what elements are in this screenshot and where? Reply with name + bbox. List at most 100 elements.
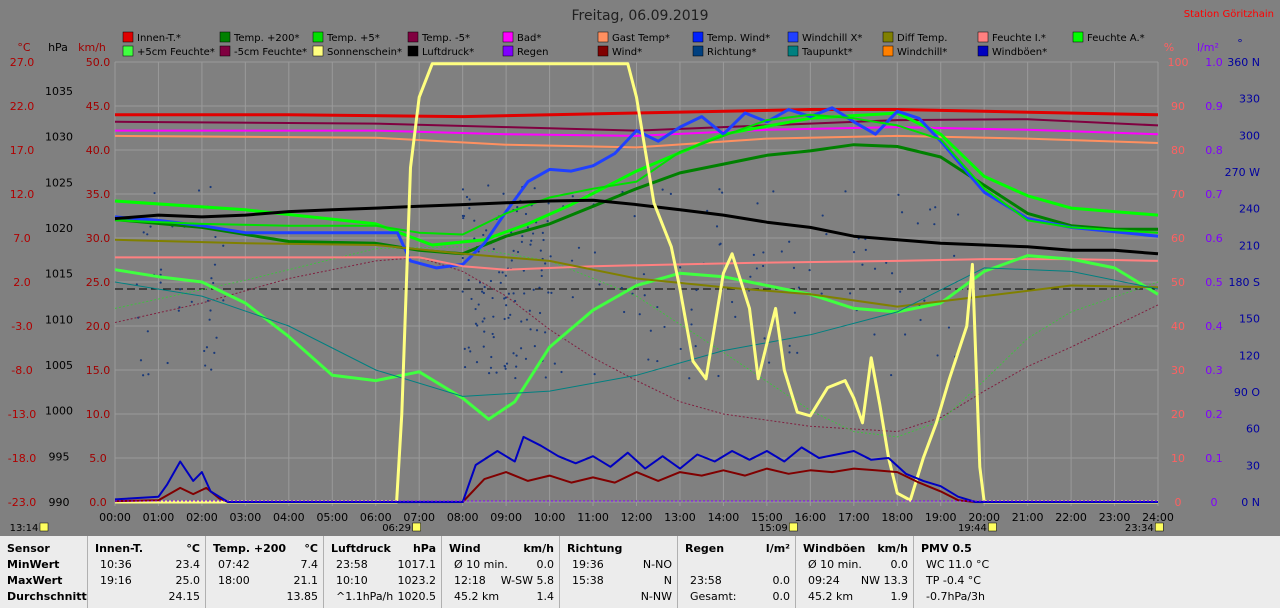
direction-point [873, 267, 877, 270]
direction-point [476, 324, 479, 327]
stats-unit: hPa [412, 542, 436, 555]
legend-swatch [122, 31, 134, 43]
direction-point [522, 269, 525, 272]
temp-tick-label: -13.0 [8, 408, 36, 421]
pct-tick-label: 100 [1168, 56, 1189, 69]
direction-point [478, 281, 482, 284]
event-marker-icon [988, 522, 997, 532]
direction-point [520, 240, 524, 243]
direction-point [166, 361, 169, 365]
legend-swatch [407, 31, 419, 43]
stats-time: Gesamt: [690, 590, 737, 603]
direction-point [209, 185, 212, 189]
stats-time: 07:42 [218, 558, 250, 571]
direction-point [495, 371, 498, 374]
direction-point [473, 219, 476, 222]
legend-label: Windchill* [897, 47, 947, 58]
direction-point [206, 299, 210, 302]
stats-time: 45.2 km [454, 590, 500, 603]
direction-point [513, 299, 517, 303]
stats-header: Sensor [7, 542, 50, 555]
direction-point [179, 288, 182, 291]
direction-point [489, 366, 493, 369]
direction-point [523, 292, 526, 295]
lm2-tick-label: 0.8 [1205, 144, 1223, 157]
direction-point [570, 259, 574, 262]
direction-point [620, 286, 623, 290]
direction-point [761, 264, 765, 268]
direction-point [756, 202, 759, 205]
series--5cm-feuchte [114, 254, 1159, 421]
direction-point [463, 347, 466, 350]
temp-tick-label: 2.0 [13, 276, 31, 289]
direction-point [900, 211, 904, 214]
direction-point [852, 251, 856, 254]
legend-swatch [692, 45, 704, 57]
time-tick-label: 04:00 [273, 511, 305, 524]
legend-swatch [502, 31, 514, 43]
event-marker-label: 23:34 [1125, 523, 1154, 534]
stats-header: Richtung [567, 542, 623, 555]
direction-point [465, 195, 469, 199]
stats-value: 0.0 [536, 558, 555, 571]
legend-swatch [692, 31, 704, 43]
legend-swatch [977, 45, 989, 57]
direction-point [934, 206, 937, 209]
legend-swatch [122, 45, 134, 57]
time-tick-label: 17:00 [838, 511, 870, 524]
temp-tick-label: 7.0 [13, 232, 31, 245]
direction-point [544, 331, 547, 334]
stats-value: N-NO [642, 558, 672, 571]
event-marker-icon [789, 522, 798, 532]
pct-unit: % [1164, 41, 1174, 54]
direction-point [717, 374, 720, 378]
legend-label: Richtung* [707, 47, 757, 58]
direction-point [514, 376, 517, 380]
direction-point [560, 370, 563, 374]
pct-tick-label: 90 [1171, 100, 1185, 113]
series-feuchte-i [115, 256, 1159, 271]
stats-column-windboeen: Windböen km/h Ø 10 min. 0.0 09:24 NW 13.3 45.2… [795, 536, 914, 608]
direction-point [504, 367, 507, 370]
stats-header: Wind [449, 542, 481, 555]
direction-point [159, 268, 163, 271]
direction-point [763, 337, 766, 340]
hpa-tick-label: 1000 [45, 405, 73, 418]
kmh-tick-label: 20.0 [86, 320, 111, 333]
pct-tick-label: 80 [1171, 144, 1185, 157]
temp-tick-label: 17.0 [10, 144, 35, 157]
legend-label: Windböen* [992, 47, 1047, 58]
legend-swatch [882, 31, 894, 43]
kmh-tick-label: 50.0 [86, 56, 111, 69]
direction-point [638, 313, 641, 316]
lm2-tick-label: 0.9 [1205, 100, 1223, 113]
pct-tick-label: 40 [1171, 320, 1185, 333]
weather-chart: Freitag, 06.09.2019 Station Göritzhain I… [7, 8, 1274, 534]
chart-title: Freitag, 06.09.2019 [572, 8, 709, 24]
direction-point [503, 297, 506, 300]
direction-point [516, 206, 519, 209]
direction-point [695, 288, 698, 292]
direction-point [694, 345, 697, 348]
stats-time: 23:58 [690, 574, 722, 587]
temp-tick-label: 27.0 [10, 56, 35, 69]
legend-label: Regen [517, 47, 549, 58]
direction-point [821, 214, 824, 217]
stats-time: 15:38 [572, 574, 604, 587]
pct-tick-label: 70 [1171, 188, 1185, 201]
direction-point [899, 290, 902, 293]
direction-point [571, 296, 574, 299]
lm2-tick-label: 0.6 [1205, 232, 1223, 245]
time-tick-label: 06:00 [360, 511, 392, 524]
direction-point [593, 373, 596, 376]
direction-point [885, 261, 888, 264]
direction-point [772, 190, 775, 193]
event-marker-label: 13:14 [10, 523, 39, 534]
legend-label: Wind* [612, 47, 642, 58]
legend-label: +5cm Feuchte* [137, 47, 215, 58]
time-tick-label: 09:00 [490, 511, 522, 524]
stats-value: 7.4 [300, 558, 319, 571]
stats-time: 10:10 [336, 574, 368, 587]
hpa-tick-label: 1020 [45, 222, 73, 235]
direction-point [861, 263, 864, 266]
